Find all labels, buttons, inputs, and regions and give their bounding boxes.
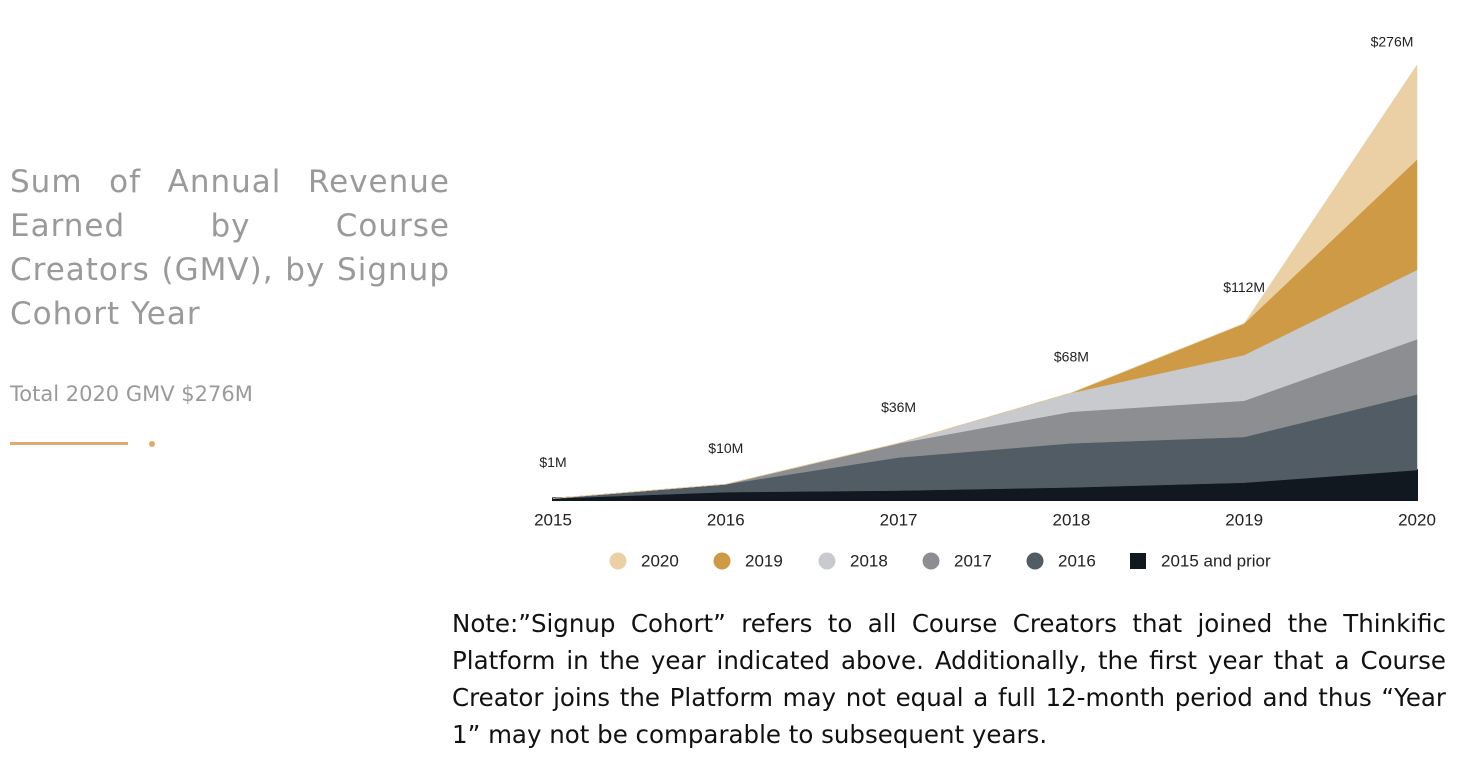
legend-label: 2020 (641, 551, 679, 570)
legend-marker (818, 552, 836, 570)
legend-marker (1130, 553, 1146, 569)
total-label: $36M (881, 399, 916, 415)
total-label: $276M (1371, 34, 1414, 50)
chart: 2015 2016 2017 2018 2019 2020 $1M $10M $36M $68M $… (534, 34, 1436, 571)
legend-label: 2016 (1058, 551, 1096, 570)
x-tick-label: 2015 (534, 510, 572, 529)
decoration-dot (149, 441, 155, 447)
subtitle: Total 2020 GMV $276M (10, 382, 253, 406)
x-tick-label: 2018 (1052, 510, 1090, 529)
legend-marker (609, 552, 627, 570)
total-label: $10M (708, 440, 743, 456)
decoration-line (10, 442, 128, 445)
title: Sum of Annual Revenue Earned by Course C… (10, 164, 450, 332)
x-tick-label: 2020 (1398, 510, 1436, 529)
legend-marker (713, 552, 731, 570)
x-tick-label: 2016 (707, 510, 745, 529)
x-tick-label: 2017 (880, 510, 918, 529)
legend-label: 2019 (745, 551, 783, 570)
total-label: $68M (1054, 349, 1089, 365)
legend-marker (1026, 552, 1044, 570)
total-label: $1M (539, 454, 566, 470)
total-label: $112M (1223, 279, 1265, 295)
legend-marker (922, 552, 940, 570)
legend-label: 2018 (850, 551, 888, 570)
legend-label: 2015 and prior (1161, 551, 1271, 570)
note: Note:”Signup Cohort” refers to all Cours… (452, 609, 1446, 749)
x-tick-label: 2019 (1225, 510, 1263, 529)
legend-label: 2017 (954, 551, 992, 570)
area (552, 64, 1418, 499)
